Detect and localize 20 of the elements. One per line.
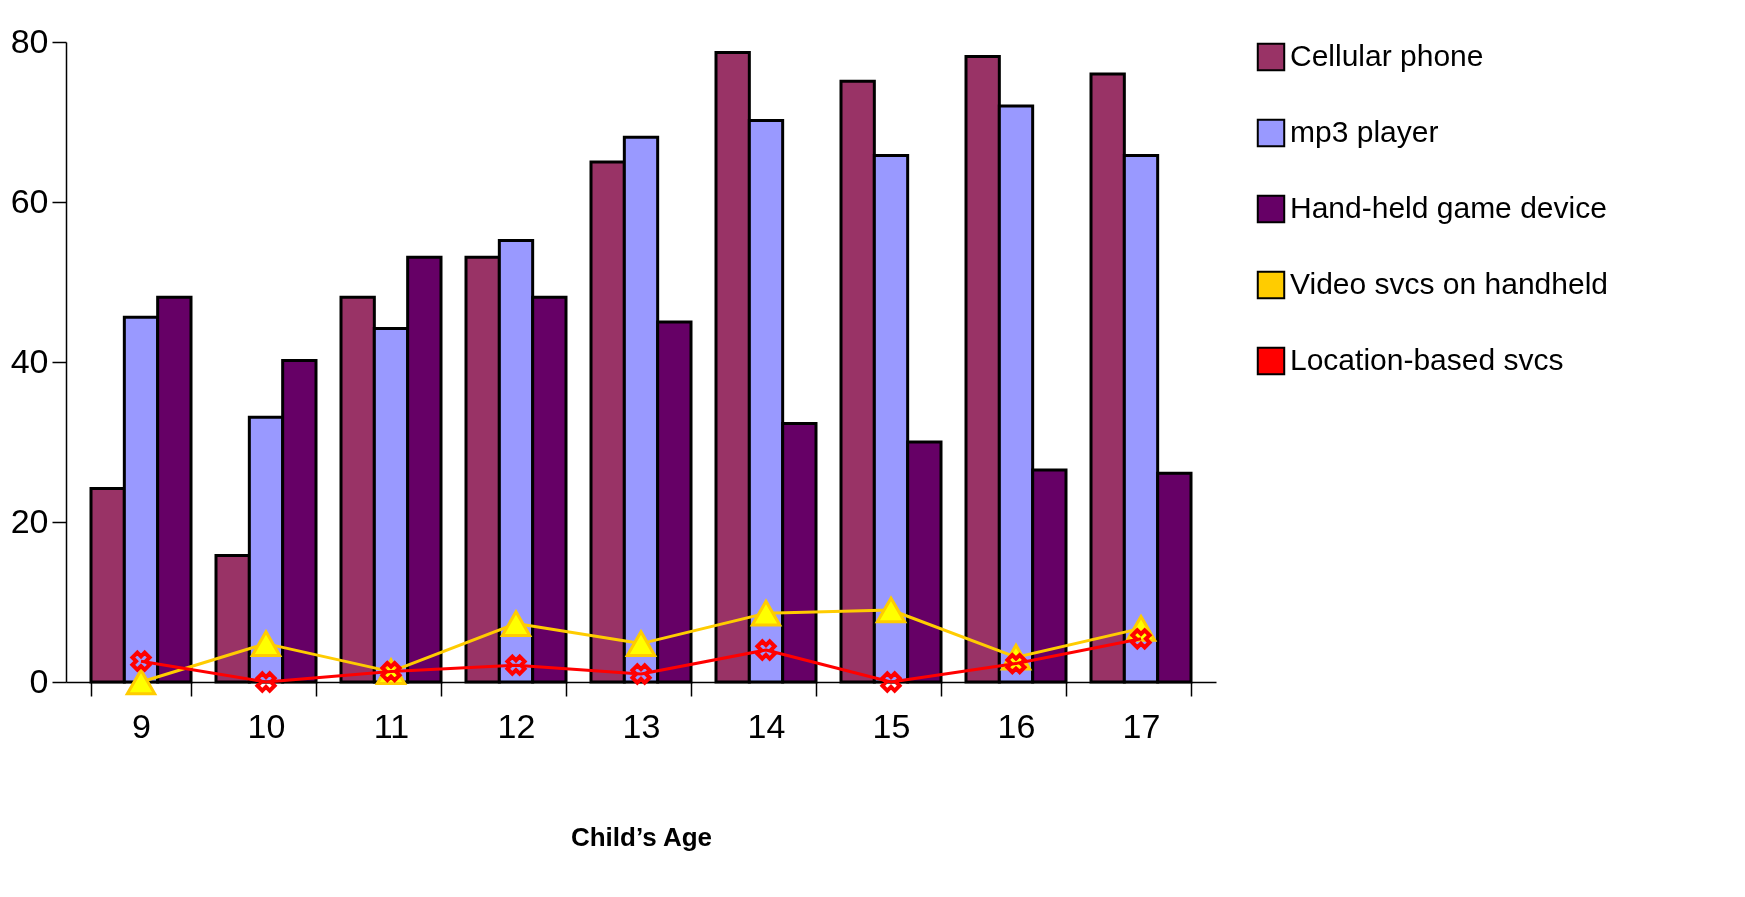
y-tick-label: 40 [10,341,49,380]
legend-label: Video svcs on handheld [1290,267,1609,300]
x-tick-label: 10 [247,706,286,745]
legend-label: Cellular phone [1290,39,1484,72]
y-tick-label: 60 [10,181,49,220]
x-tick-label: 13 [622,706,661,745]
x-tick-label: 14 [747,706,786,745]
x-tick-label: 11 [373,706,410,745]
x-tick-label: 12 [497,706,536,745]
y-tick-label: 80 [10,21,49,60]
legend-label: Location-based svcs [1290,343,1564,376]
x-tick-label: 16 [997,706,1036,745]
y-tick-label: 0 [29,661,49,700]
x-tick-label: 9 [132,706,151,745]
x-axis-title: Child’s Age [570,821,713,852]
y-tick-label: 20 [10,501,49,540]
legend-label: mp3 player [1290,115,1439,148]
x-tick-label: 15 [872,706,911,745]
legend-label: Hand-held game device [1290,191,1607,224]
x-tick-label: 17 [1122,706,1161,745]
